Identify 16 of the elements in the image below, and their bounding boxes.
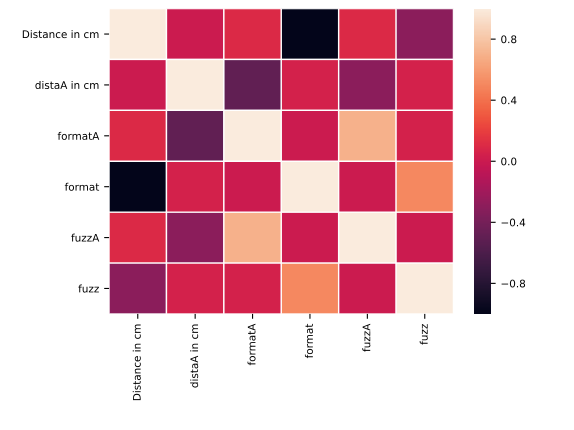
x-tick-label: formatA bbox=[248, 324, 256, 366]
y-tick-label: distaA in cm bbox=[35, 80, 98, 90]
x-tick-label: fuzz bbox=[420, 324, 428, 345]
x-tick-label: format bbox=[304, 324, 313, 358]
y-tick-label: fuzzA bbox=[71, 234, 100, 242]
color-bar-label: 0.8 bbox=[501, 35, 516, 44]
color-bar-label: 0.4 bbox=[501, 96, 516, 104]
x-tick-label: fuzzA bbox=[362, 324, 370, 352]
color-bar-label: −0.4 bbox=[502, 218, 526, 226]
x-tick-label: distaA in cm bbox=[190, 324, 198, 388]
color-bar-label: −0.8 bbox=[502, 280, 526, 288]
y-tick-label: Distance in cm bbox=[22, 30, 98, 38]
y-tick-label: format bbox=[64, 182, 100, 191]
y-tick-label: fuzz bbox=[78, 284, 99, 293]
color-bar-label: 0.0 bbox=[501, 157, 516, 166]
y-tick-label: formatA bbox=[58, 132, 100, 140]
